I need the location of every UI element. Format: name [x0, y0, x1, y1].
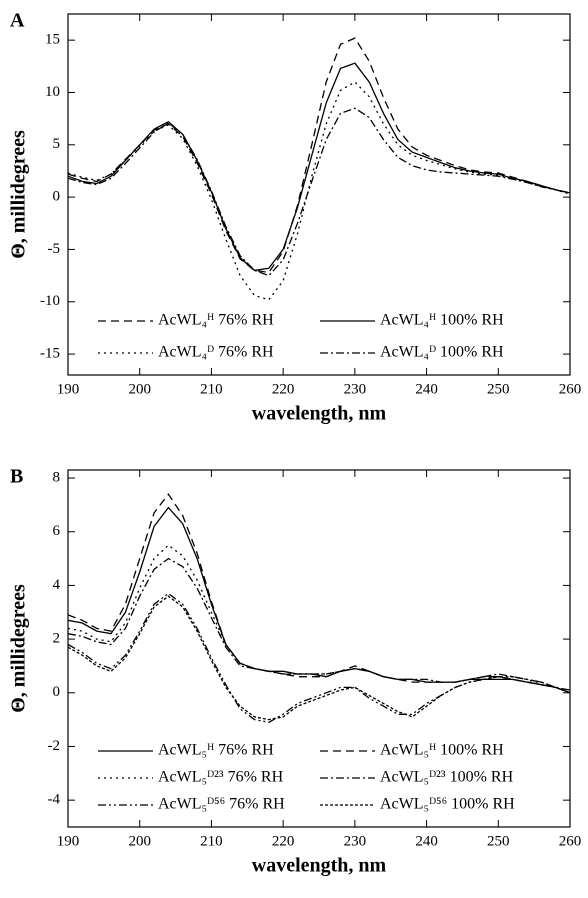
x-tick-label: 200	[128, 381, 151, 397]
series-line	[67, 81, 571, 301]
x-tick-label: 210	[200, 381, 223, 397]
y-tick-label: -4	[48, 792, 61, 808]
panel-label: B	[10, 466, 23, 488]
x-tick-label: 200	[128, 833, 151, 849]
legend-label: AcWL₄ᴰ 76% RH	[158, 344, 274, 361]
legend-label: AcWL₄ᴰ 100% RH	[380, 344, 504, 361]
x-tick-label: 220	[272, 381, 295, 397]
x-tick-label: 250	[487, 381, 510, 397]
x-tick-label: 190	[57, 833, 80, 849]
x-axis-title: wavelength, nm	[252, 403, 387, 425]
y-tick-label: 6	[53, 523, 61, 539]
x-axis-title: wavelength, nm	[252, 855, 387, 877]
y-tick-label: -5	[48, 241, 61, 257]
x-tick-label: 210	[200, 833, 223, 849]
y-tick-label: -15	[40, 346, 60, 362]
y-tick-label: 5	[53, 136, 61, 152]
series-line	[67, 557, 571, 691]
y-tick-label: 4	[53, 577, 61, 593]
x-tick-label: 190	[57, 381, 80, 397]
y-tick-label: -10	[40, 293, 60, 309]
series-line	[67, 592, 571, 723]
x-tick-label: 260	[559, 833, 582, 849]
plot-frame	[67, 13, 571, 376]
x-tick-label: 260	[559, 381, 582, 397]
series-line	[67, 37, 571, 274]
legend-label: AcWL₅ᴰ²³ 100% RH	[380, 769, 514, 786]
y-tick-label: 2	[53, 631, 61, 647]
x-tick-label: 240	[415, 833, 438, 849]
panel-label: A	[10, 10, 25, 32]
y-tick-label: 8	[53, 469, 61, 485]
x-tick-label: 220	[272, 833, 295, 849]
series-line	[67, 107, 571, 277]
y-tick-label: 15	[45, 32, 60, 48]
y-axis-title: Θ, millidegrees	[8, 130, 30, 259]
legend-label: AcWL₄ᴴ 100% RH	[380, 312, 504, 329]
legend-label: AcWL₄ᴴ 76% RH	[158, 312, 274, 329]
x-tick-label: 250	[487, 833, 510, 849]
series-line	[67, 62, 571, 272]
legend-label: AcWL₅ᴴ 100% RH	[380, 742, 504, 759]
series-line	[67, 595, 571, 721]
y-tick-label: 0	[53, 684, 61, 700]
y-axis-title: Θ, millidegrees	[8, 584, 30, 713]
series-line	[67, 493, 571, 694]
y-tick-label: 10	[45, 84, 60, 100]
legend-label: AcWL₅ᴰ⁵⁶ 100% RH	[380, 796, 515, 813]
y-tick-label: 0	[53, 189, 61, 205]
legend-label: AcWL₅ᴰ⁵⁶ 76% RH	[158, 796, 285, 813]
series-line	[67, 506, 571, 694]
legend-label: AcWL₅ᴰ²³ 76% RH	[158, 769, 284, 786]
legend-label: AcWL₅ᴴ 76% RH	[158, 742, 274, 759]
series-line	[67, 544, 571, 694]
x-tick-label: 230	[344, 833, 367, 849]
x-tick-label: 240	[415, 381, 438, 397]
x-tick-label: 230	[344, 381, 367, 397]
plot-frame	[67, 469, 571, 828]
y-tick-label: -2	[48, 738, 61, 754]
